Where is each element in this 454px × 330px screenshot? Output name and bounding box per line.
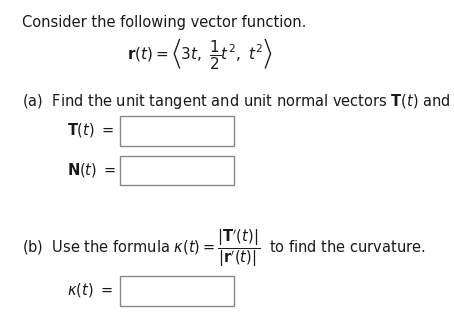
Text: (b)  Use the formula $\kappa(t) = \dfrac{|\mathbf{T}'(t)|}{|\mathbf{r}'(t)|}$  t: (b) Use the formula $\kappa(t) = \dfrac{… (22, 228, 425, 270)
FancyBboxPatch shape (120, 276, 234, 306)
FancyBboxPatch shape (120, 156, 234, 185)
FancyBboxPatch shape (120, 116, 234, 146)
Text: (a)  Find the unit tangent and unit normal vectors $\mathbf{T}(t)$ and $\mathbf{: (a) Find the unit tangent and unit norma… (22, 92, 454, 112)
Text: $\mathbf{r}(t) = \left\langle 3t,\ \dfrac{1}{2}t^2,\ t^2 \right\rangle$: $\mathbf{r}(t) = \left\langle 3t,\ \dfra… (127, 37, 273, 72)
Text: $\mathbf{T}(t)\ =$: $\mathbf{T}(t)\ =$ (67, 121, 114, 139)
Text: $\mathbf{N}(t)\ =$: $\mathbf{N}(t)\ =$ (67, 161, 117, 179)
Text: Consider the following vector function.: Consider the following vector function. (22, 15, 306, 30)
Text: $\kappa(t)\ =$: $\kappa(t)\ =$ (67, 281, 113, 299)
